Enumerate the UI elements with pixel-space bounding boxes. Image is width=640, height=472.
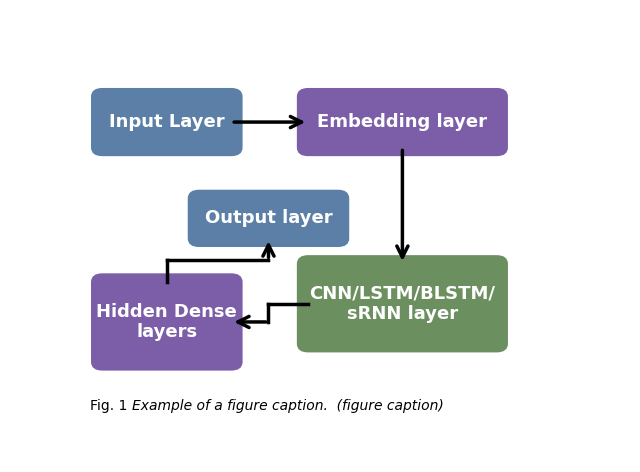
Text: Embedding layer: Embedding layer [317,113,488,131]
FancyBboxPatch shape [298,89,507,155]
Text: Example of a figure caption.  (figure caption): Example of a figure caption. (figure cap… [132,399,444,413]
Text: CNN/LSTM/BLSTM/
sRNN layer: CNN/LSTM/BLSTM/ sRNN layer [309,284,495,323]
Text: Fig. 1: Fig. 1 [90,399,140,413]
Text: Hidden Dense
layers: Hidden Dense layers [97,303,237,341]
FancyBboxPatch shape [92,275,241,369]
Text: Input Layer: Input Layer [109,113,225,131]
FancyBboxPatch shape [298,257,507,351]
Text: Output layer: Output layer [205,210,332,228]
FancyBboxPatch shape [92,89,241,155]
FancyBboxPatch shape [189,191,348,245]
